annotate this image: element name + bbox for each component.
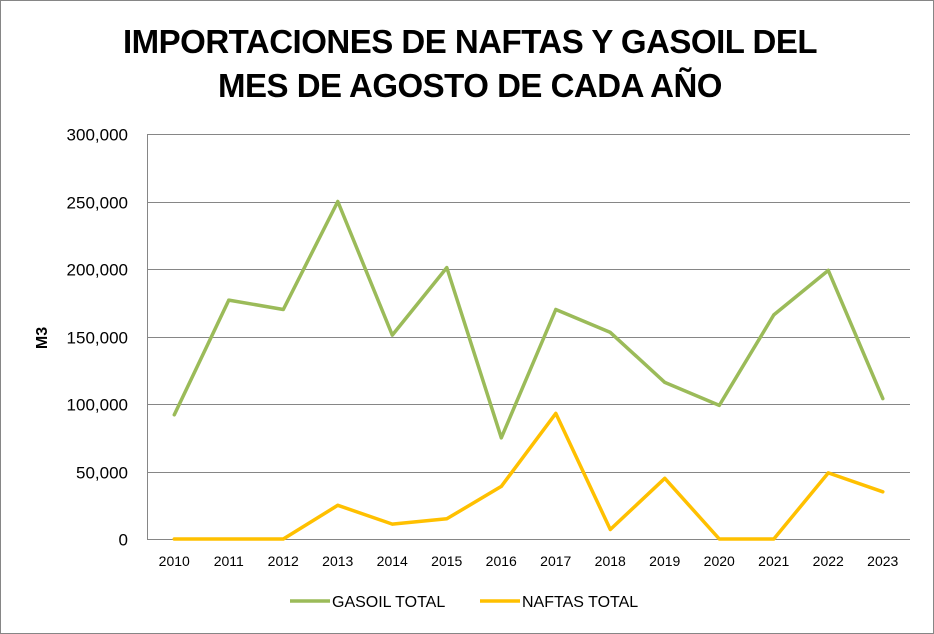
data-point xyxy=(281,308,285,311)
legend-label: GASOIL TOTAL xyxy=(332,594,445,611)
data-point xyxy=(227,537,231,541)
x-tick-label: 2011 xyxy=(214,553,244,569)
data-point xyxy=(172,413,176,417)
data-point xyxy=(826,471,830,475)
x-tick-label: 2010 xyxy=(159,553,190,569)
data-point xyxy=(608,528,612,532)
y-tick-label: 100,000 xyxy=(67,396,128,415)
y-tick-label: 50,000 xyxy=(76,464,128,483)
chart-title: IMPORTACIONES DE NAFTAS Y GASOIL DEL MES… xyxy=(60,20,880,108)
y-tick-label: 0 xyxy=(119,531,128,550)
data-point xyxy=(608,330,612,334)
data-point xyxy=(336,503,340,507)
x-tick-label: 2020 xyxy=(704,553,735,569)
x-tick-label: 2013 xyxy=(322,553,353,569)
data-point xyxy=(717,403,721,407)
data-point xyxy=(281,537,285,541)
legend-label: NAFTAS TOTAL xyxy=(522,594,638,611)
x-tick-label: 2018 xyxy=(595,553,626,569)
y-axis-label: M3 xyxy=(34,327,51,349)
x-tick-label: 2015 xyxy=(431,553,462,569)
data-point xyxy=(663,476,667,480)
data-point xyxy=(390,522,394,526)
series-line xyxy=(172,411,885,541)
data-point xyxy=(772,537,776,541)
series-lines xyxy=(172,199,885,541)
gridlines xyxy=(147,134,910,540)
data-point xyxy=(717,537,721,541)
data-point xyxy=(499,484,503,488)
data-point xyxy=(826,268,830,272)
y-tick-label: 200,000 xyxy=(67,261,128,280)
data-point xyxy=(663,380,667,384)
x-tick-label: 2023 xyxy=(867,553,898,569)
x-axis-ticks: 2010 2011 2012 2013 2014 2015 2016 2017 2018 2019… xyxy=(159,553,899,569)
data-point xyxy=(554,308,558,311)
data-point xyxy=(390,333,394,337)
data-point xyxy=(445,517,449,521)
x-tick-label: 2016 xyxy=(486,553,517,569)
x-tick-label: 2017 xyxy=(540,553,571,569)
x-tick-label: 2012 xyxy=(268,553,299,569)
x-tick-label: 2019 xyxy=(649,553,680,569)
data-point xyxy=(227,298,231,302)
chart-title-line-1: IMPORTACIONES DE NAFTAS Y GASOIL DEL xyxy=(122,23,818,60)
y-tick-label: 150,000 xyxy=(67,329,128,348)
legend: GASOIL TOTAL NAFTAS TOTAL xyxy=(290,594,638,611)
data-point xyxy=(445,266,449,270)
y-axis-ticks: 0 50,000 100,000 150,000 200,000 250,000 300,0… xyxy=(67,126,128,550)
data-point xyxy=(499,436,503,440)
y-tick-label: 250,000 xyxy=(67,194,128,213)
data-point xyxy=(881,397,885,401)
data-point xyxy=(772,313,776,317)
data-point xyxy=(172,537,176,541)
data-point xyxy=(336,200,340,203)
x-tick-label: 2014 xyxy=(377,553,408,569)
y-tick-label: 300,000 xyxy=(67,126,128,145)
data-point xyxy=(554,411,558,415)
x-tick-label: 2021 xyxy=(758,553,789,569)
series-line xyxy=(172,199,885,440)
x-tick-label: 2022 xyxy=(813,553,844,569)
chart-title-line-2: MES DE AGOSTO DE CADA AÑO xyxy=(218,67,722,104)
data-point xyxy=(881,490,885,494)
